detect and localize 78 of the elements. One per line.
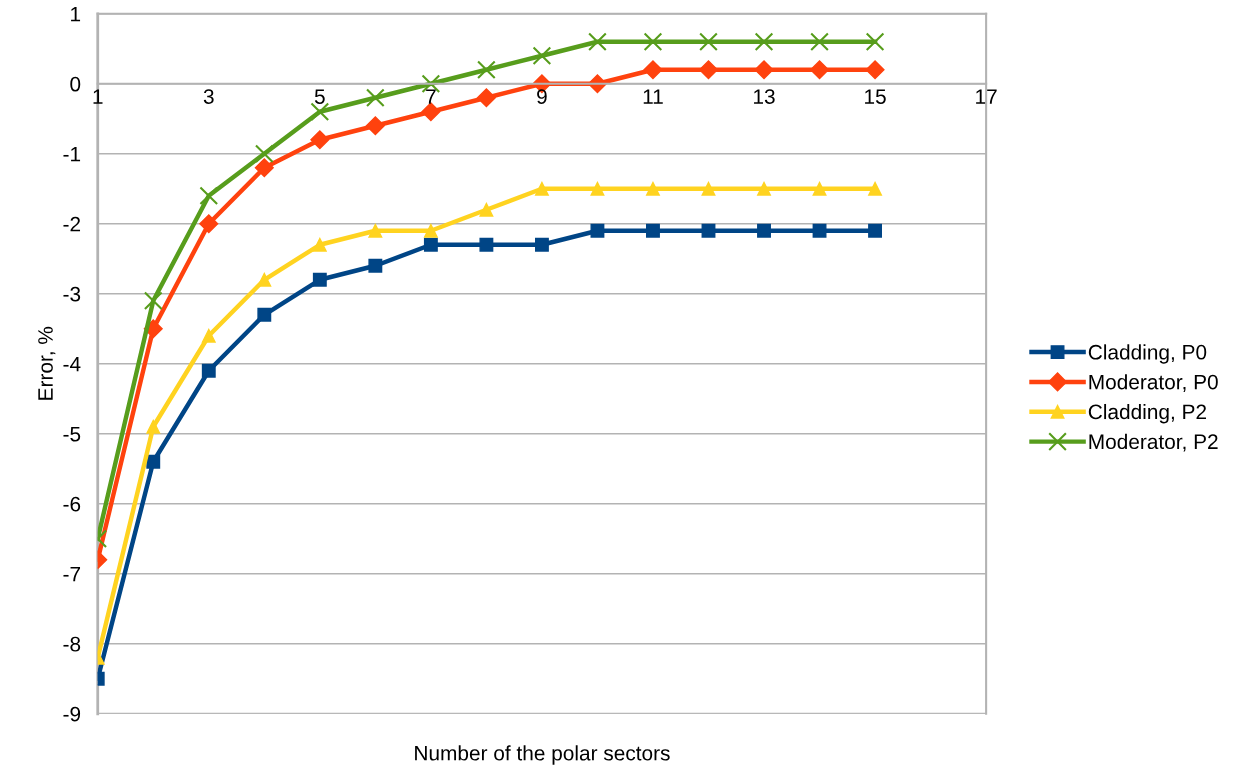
point	[757, 181, 771, 196]
point	[754, 60, 774, 80]
point	[312, 237, 327, 252]
point	[754, 32, 774, 52]
point	[757, 223, 771, 238]
point	[812, 181, 827, 196]
point	[810, 60, 830, 80]
point	[868, 223, 883, 238]
x-tick-label: 3	[203, 89, 214, 104]
point	[146, 419, 161, 434]
point	[590, 181, 605, 196]
x-tick-label: 11	[643, 89, 663, 104]
point	[646, 223, 660, 238]
y-tick-label: -9	[63, 706, 81, 722]
legend-label: Moderator, P2	[1089, 433, 1218, 452]
point	[479, 202, 494, 217]
point	[868, 181, 883, 196]
x-tick-label: 1	[93, 89, 103, 104]
point	[365, 88, 385, 108]
point	[643, 60, 663, 80]
y-axis-title: Error, %	[38, 326, 56, 400]
y-tick-label: -2	[63, 216, 81, 232]
point	[310, 130, 330, 150]
y-tick-label: 0	[70, 76, 81, 92]
point	[199, 186, 219, 206]
point	[810, 32, 829, 52]
point	[588, 32, 607, 52]
point	[421, 102, 441, 122]
y-tick-label: -3	[63, 286, 81, 302]
point	[368, 223, 383, 238]
x-tick-label: 17	[976, 89, 997, 104]
point	[865, 60, 885, 80]
point	[479, 237, 494, 252]
x-tick-label: 5	[314, 89, 325, 104]
point	[590, 223, 605, 238]
point	[365, 116, 385, 136]
point	[532, 46, 552, 66]
y-tick-label: 1	[71, 6, 81, 22]
x-tick-label: 13	[754, 89, 775, 104]
point	[254, 144, 274, 164]
point	[701, 181, 716, 196]
point	[646, 181, 660, 196]
y-tick-label: -4	[63, 356, 81, 372]
point	[312, 272, 327, 287]
x-axis-title: Number of the polar sectors	[415, 745, 670, 765]
y-tick-label: -6	[63, 496, 81, 512]
point	[201, 363, 216, 378]
point	[812, 223, 827, 238]
point	[865, 32, 885, 52]
point	[701, 223, 716, 238]
point	[199, 214, 219, 234]
y-tick-label: -5	[63, 426, 81, 442]
point	[699, 32, 718, 52]
y-tick-label: -1	[63, 146, 81, 162]
legend-label: Moderator, P0	[1089, 374, 1218, 392]
y-tick-label: -7	[63, 566, 81, 582]
x-tick-label: 7	[426, 89, 436, 104]
point	[643, 32, 663, 52]
y-tick-label: -8	[63, 636, 81, 652]
legend-label: Cladding, P2	[1088, 403, 1207, 424]
legend-label: Cladding, P0	[1088, 344, 1207, 364]
point	[534, 181, 549, 196]
point	[534, 237, 549, 252]
x-tick-label: 15	[865, 89, 886, 104]
point	[146, 454, 161, 469]
point	[423, 223, 438, 238]
x-tick-label: 9	[537, 89, 547, 104]
point	[368, 258, 383, 273]
point	[201, 328, 216, 343]
point	[698, 60, 719, 80]
point	[143, 291, 163, 311]
point	[254, 158, 274, 178]
point	[423, 237, 438, 252]
point	[310, 102, 330, 122]
point	[477, 60, 496, 80]
point	[476, 88, 496, 108]
point	[257, 272, 272, 287]
point	[257, 307, 272, 322]
